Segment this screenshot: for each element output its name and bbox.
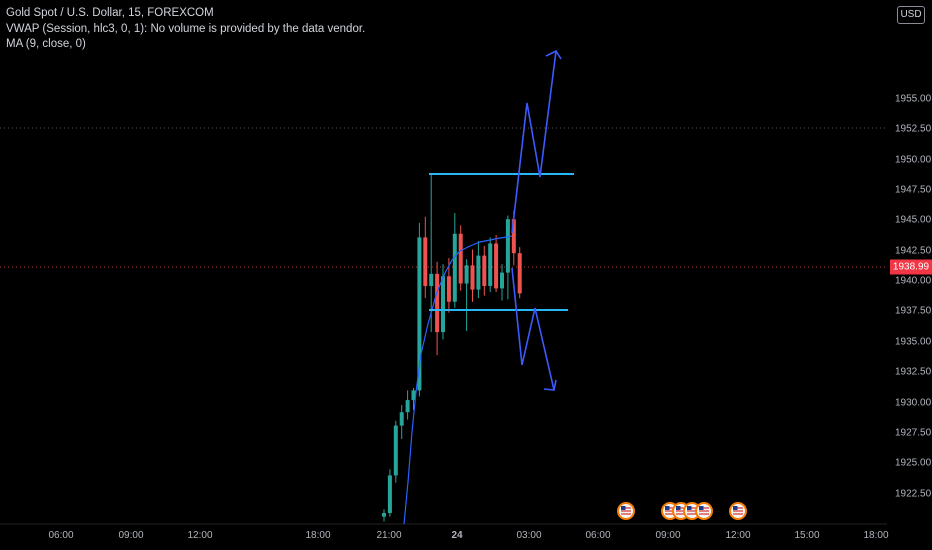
time-tick-label: 09:00: [655, 530, 681, 541]
candle: [476, 241, 481, 299]
time-tick-label: 06:00: [48, 530, 74, 541]
candle: [470, 249, 475, 302]
last-price-label: 1938.99: [890, 259, 932, 275]
time-tick-label: 18:00: [863, 530, 889, 541]
bullish-arrowhead: [545, 49, 562, 60]
bearish-projection-arrow: [511, 267, 555, 391]
price-tick-label: 1925.00: [895, 457, 932, 469]
bullish-projection-arrow: [511, 50, 557, 234]
ma-indicator-label[interactable]: MA (9, close, 0): [6, 38, 86, 50]
candle-body: [494, 243, 499, 289]
candle: [387, 469, 392, 517]
candle-body: [429, 273, 434, 286]
time-tick-label: 09:00: [118, 530, 144, 541]
candle: [452, 213, 457, 308]
candle: [382, 509, 386, 522]
candle-body: [387, 475, 392, 514]
price-tick-label: 1952.50: [895, 123, 932, 135]
time-tick-label: 03:00: [516, 530, 542, 541]
candle-body: [399, 412, 404, 426]
vwap-indicator-label[interactable]: VWAP (Session, hlc3, 0, 1): No volume is…: [6, 22, 366, 35]
candle: [505, 215, 510, 300]
economic-events[interactable]: [617, 502, 747, 520]
candle: [429, 174, 434, 333]
candle-body: [405, 400, 410, 413]
candle: [393, 420, 398, 483]
candle: [482, 245, 487, 296]
time-tick-label: 18:00: [305, 530, 331, 541]
price-tick-label: 1922.50: [895, 488, 932, 500]
time-tick-label: 06:00: [585, 530, 611, 541]
price-tick-label: 1947.50: [895, 184, 932, 196]
candle-body: [423, 237, 428, 286]
time-tick-label: 24: [451, 530, 463, 541]
time-tick-label: 15:00: [794, 530, 820, 541]
price-tick-label: 1930.00: [895, 397, 932, 409]
price-tick-label: 1955.00: [895, 93, 932, 105]
candle: [399, 404, 404, 439]
bearish-arrowhead: [543, 379, 557, 391]
candle-body: [500, 272, 504, 289]
time-tick-label: 12:00: [187, 530, 213, 541]
price-tick-label: 1950.00: [895, 154, 932, 166]
price-tick-label: 1935.00: [895, 336, 932, 348]
price-tick-label: 1932.50: [895, 366, 932, 378]
candle-body: [435, 273, 440, 333]
price-tick-label: 1940.00: [895, 275, 932, 287]
candle-body: [382, 513, 386, 517]
candle: [411, 387, 416, 410]
price-tick-label: 1942.50: [895, 245, 932, 257]
candle-body: [417, 237, 422, 391]
candle: [423, 216, 428, 299]
us-flag-event-icon[interactable]: [617, 502, 635, 520]
candle: [500, 264, 504, 301]
candle: [458, 225, 463, 291]
price-tick-label: 1927.50: [895, 427, 932, 439]
candle-body: [458, 233, 463, 284]
candle-body: [446, 276, 451, 302]
price-tick-label: 1937.50: [895, 305, 932, 317]
candle-body: [482, 255, 487, 286]
candle-body: [505, 219, 510, 273]
candle: [435, 261, 440, 356]
candle-body: [517, 253, 522, 294]
candle-body: [476, 255, 481, 290]
chart-legend: Gold Spot / U.S. Dollar, 15, FOREXCOM VW…: [6, 6, 365, 53]
candle: [405, 390, 410, 420]
time-tick-label: 21:00: [376, 530, 402, 541]
candle: [464, 259, 469, 331]
candle-body: [464, 265, 469, 284]
candle-body: [393, 425, 398, 476]
price-tick-label: 1945.00: [895, 214, 932, 226]
candle: [488, 237, 493, 293]
candle-body: [452, 233, 457, 302]
currency-button[interactable]: USD: [897, 6, 925, 24]
candle-body: [441, 276, 445, 333]
us-flag-event-icon[interactable]: [729, 502, 747, 520]
candle-body: [488, 243, 493, 286]
candle-body: [411, 390, 416, 401]
us-flag-event-icon[interactable]: [695, 502, 713, 520]
candle: [494, 234, 499, 293]
moving-average-line: [403, 235, 513, 525]
symbol-title[interactable]: Gold Spot / U.S. Dollar, 15, FOREXCOM: [6, 7, 214, 19]
candle: [446, 258, 451, 313]
candle-body: [511, 219, 516, 254]
time-tick-label: 12:00: [725, 530, 751, 541]
candle: [517, 247, 522, 299]
candle-body: [470, 265, 475, 290]
